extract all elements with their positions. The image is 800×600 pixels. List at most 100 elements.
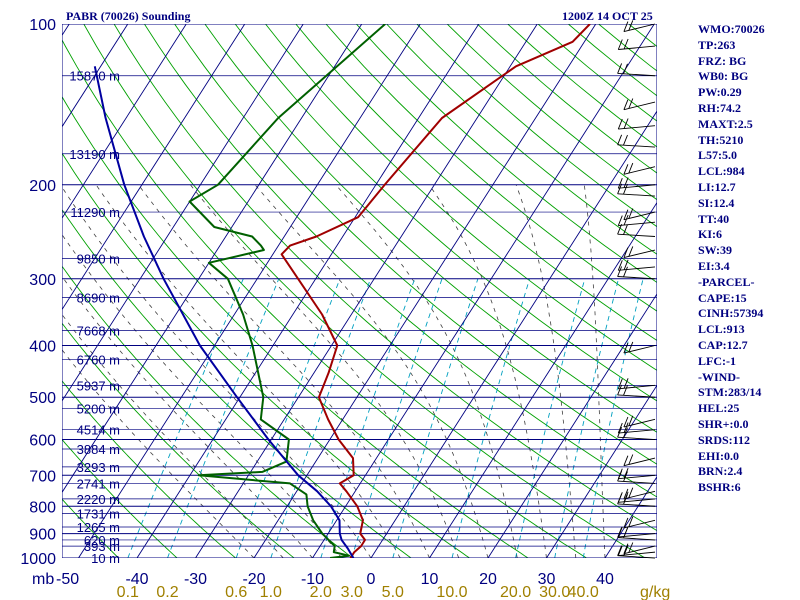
wind-barb: [617, 177, 656, 189]
isotherm: [136, 24, 480, 558]
wind-barb-feather: [628, 341, 634, 353]
mixing-ratio-line: [235, 278, 341, 558]
dry-adiabat: [386, 24, 657, 255]
wind-barb-feather: [617, 118, 623, 130]
wind-barb-feather: [623, 177, 629, 188]
moist-adiabat: [254, 184, 489, 558]
index-line: CINH:57394: [698, 306, 764, 321]
index-line: SHR+:0.0: [698, 416, 749, 431]
index-line: CAP:12.7: [698, 337, 748, 352]
mixing-ratio-label: 40.0: [568, 584, 599, 600]
index-line: TP:263: [698, 37, 736, 52]
wind-barb-feather: [617, 178, 623, 189]
mixing-ratio-label: 2.0: [310, 584, 332, 600]
mixing-ratio-label: 1.0: [260, 584, 282, 600]
station-title: PABR (70026) Sounding: [66, 9, 191, 23]
wind-barb-feather: [623, 545, 628, 557]
wind-barb-feather: [623, 266, 628, 277]
isotherms: [62, 24, 657, 558]
wind-barb-feather: [623, 38, 629, 50]
index-line: CAPE:15: [698, 290, 747, 305]
wind-barb-feather: [617, 545, 623, 556]
wind-barb-feather: [623, 527, 628, 539]
temp-tick-label: 0: [367, 571, 376, 588]
index-line: SW:39: [698, 243, 733, 258]
isotherm: [195, 24, 538, 558]
mixing-ratio-label: 3.0: [341, 584, 363, 600]
pressure-tick-label: 300: [29, 272, 56, 289]
wind-barb: [617, 266, 656, 280]
wind-barb-feather: [623, 259, 629, 270]
wind-barb-feather: [623, 118, 629, 129]
index-line: WMO:70026: [698, 22, 765, 36]
mixing-ratio-label: 5.0: [382, 584, 404, 600]
wind-barb-feather: [628, 454, 634, 465]
wind-barb-feather: [623, 247, 629, 258]
wind-barb-feather: [623, 378, 629, 389]
wind-barb-feather: [623, 488, 629, 500]
wind-barb-feather: [623, 422, 629, 433]
mixing-ratio-line: [127, 278, 244, 558]
height-level-label: 2741 m: [77, 476, 120, 491]
mixing-ratio-line: [392, 278, 479, 558]
height-level-label: 11290 m: [70, 205, 120, 220]
wind-barb: [623, 341, 656, 354]
wind-barb-feather: [628, 415, 634, 426]
wind-barb: [623, 487, 656, 500]
wind-barb-feather: [623, 224, 628, 235]
moist-adiabat: [62, 233, 343, 558]
height-level-label: 5200 m: [77, 402, 120, 417]
index-line: HEL:25: [698, 401, 740, 416]
wind-barb: [623, 162, 656, 175]
pressure-tick-label: 700: [29, 468, 56, 485]
pressure-tick-label: 500: [29, 390, 56, 407]
height-level-label: 1731 m: [77, 506, 120, 521]
wind-barb: [623, 20, 656, 33]
height-level-label: 7668 m: [77, 324, 120, 339]
wind-barb: [617, 183, 656, 197]
isotherm: [62, 24, 246, 311]
index-line: -PARCEL-: [698, 274, 755, 289]
index-line: MAXT:2.5: [698, 116, 753, 131]
wind-barb-feather: [617, 266, 623, 277]
mixing-ratio-unit: g/kg: [640, 584, 670, 600]
wind-barb-feather: [623, 471, 628, 482]
pressure-tick-label: 400: [29, 339, 56, 356]
wind-barb-feather: [617, 384, 623, 396]
wind-barb-feather: [628, 542, 634, 553]
index-line: LCL:913: [698, 322, 745, 337]
index-line: TH:5210: [698, 132, 744, 147]
height-level-label: 2220 m: [77, 492, 120, 507]
mixing-ratio-label: 0.2: [156, 584, 178, 600]
mixing-ratio-label: 20.0: [500, 584, 531, 600]
index-line: SI:12.4: [698, 195, 735, 210]
temp-tick-label: 10: [421, 571, 439, 588]
wind-barb: [617, 214, 656, 227]
wind-barb-feather: [628, 98, 634, 109]
isotherm: [370, 110, 657, 558]
moist-adiabat: [335, 184, 518, 558]
height-level-label: 15870 m: [69, 69, 120, 84]
isotherm: [78, 24, 421, 558]
wind-barb-feather: [628, 246, 634, 257]
wind-barb-feather: [628, 20, 634, 31]
sounding-time: 1200Z 14 OCT 25: [562, 9, 653, 23]
temp-tick-label: -20: [242, 571, 265, 588]
dry-adiabat: [325, 24, 657, 312]
wind-barb-feather: [617, 527, 623, 538]
wind-barb-feather: [623, 209, 629, 220]
wind-barb-feather: [628, 208, 634, 219]
height-level-label: 4514 m: [77, 423, 120, 438]
wind-barb-feather: [617, 224, 623, 235]
wind-barb: [617, 493, 656, 507]
dry-adiabat: [174, 24, 657, 465]
temp-tick-label: 30: [538, 571, 556, 588]
wind-barb-feather: [623, 99, 629, 110]
wind-barb-feather: [617, 260, 623, 271]
wind-barb: [623, 246, 656, 259]
height-level-label: 10 m: [91, 551, 120, 566]
isotherm: [62, 24, 363, 494]
wind-barb-feather: [623, 543, 629, 554]
temp-tick-label: -40: [125, 571, 148, 588]
